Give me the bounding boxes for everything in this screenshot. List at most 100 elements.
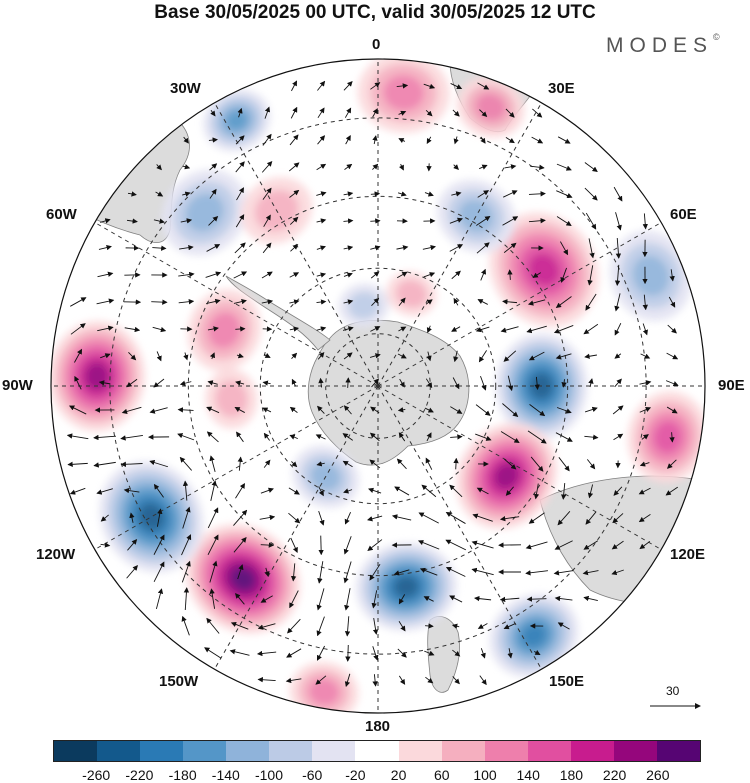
wind-vector (614, 264, 621, 287)
wind-vector (450, 406, 463, 414)
wind-vector (369, 459, 381, 469)
map-boundary (50, 58, 706, 714)
wind-vector (528, 512, 545, 524)
wind-vector (398, 432, 406, 442)
wind-vector (318, 486, 324, 497)
wind-vector (153, 483, 164, 498)
wind-vector (560, 267, 567, 283)
wind-vector (480, 268, 487, 281)
wind-vector (180, 218, 193, 224)
anomaly-contour (653, 421, 682, 454)
wind-vector (425, 457, 433, 470)
lon-label-60e: 60E (670, 206, 697, 223)
wind-vector (343, 191, 354, 197)
wind-vector (182, 506, 191, 529)
anomaly-contour (185, 193, 224, 232)
wind-vector (445, 567, 466, 577)
wind-vector (533, 483, 540, 500)
wind-vector (97, 271, 114, 278)
wind-vector (502, 403, 519, 418)
colorbar-swatch-14 (656, 741, 700, 761)
wind-vector (263, 214, 271, 227)
wind-vector (639, 461, 650, 467)
wind-vector (343, 352, 353, 360)
wind-vector (206, 431, 219, 443)
wind-vector (475, 326, 490, 333)
wind-vector (425, 378, 433, 389)
wind-vector (343, 245, 354, 251)
wind-vector (479, 164, 488, 170)
wind-vector (426, 136, 432, 144)
wind-vector (286, 648, 302, 658)
colorbar-tick: 180 (559, 767, 584, 783)
wind-vector (426, 432, 432, 442)
colorbar-swatch-3 (183, 741, 227, 761)
wind-vector (256, 650, 277, 657)
wind-vector (534, 376, 540, 390)
wind-vector (123, 487, 140, 494)
wind-vector (479, 675, 487, 686)
wind-vector (555, 432, 573, 442)
wind-vector (450, 83, 463, 90)
wind-vector (504, 458, 517, 470)
wind-vector (120, 461, 143, 467)
anomaly-contour (393, 576, 419, 598)
wind-vector (372, 674, 378, 687)
wind-vector (369, 432, 380, 442)
wind-vector (235, 135, 245, 145)
wind-vector (398, 110, 407, 116)
wind-vector (665, 486, 678, 496)
wind-vector (398, 138, 406, 143)
wind-vector (419, 567, 438, 576)
wind-vector (397, 407, 406, 413)
wind-vector (583, 323, 599, 335)
wind-vector (641, 434, 649, 440)
wind-vector (290, 563, 297, 582)
wind-vector (453, 350, 459, 363)
wind-vector (344, 107, 352, 118)
wind-vector (425, 299, 433, 305)
colorbar-swatch-11 (527, 741, 571, 761)
wind-vector (451, 270, 461, 280)
wind-vector (612, 513, 624, 524)
wind-vector (477, 190, 490, 198)
wind-vector (291, 80, 297, 92)
wind-vector (480, 648, 486, 659)
colorbar-tick: 20 (390, 767, 407, 783)
wind-vector (370, 245, 381, 251)
wind-vector (449, 244, 464, 252)
wind-vector (93, 434, 117, 441)
wind-vector (261, 299, 274, 305)
wind-vector (98, 380, 111, 386)
wind-vector (368, 487, 382, 494)
wind-vector (316, 272, 327, 278)
wind-vector (207, 534, 219, 556)
wind-vector (639, 541, 651, 550)
wind-vector (396, 271, 408, 279)
colorbar-swatch-10 (484, 741, 528, 761)
wind-vector (585, 212, 597, 230)
wind-vector (526, 596, 547, 602)
wind-vector (181, 534, 192, 556)
wind-vector (477, 299, 488, 305)
wind-vector (642, 294, 648, 311)
wind-vector (424, 191, 434, 197)
wind-vector (67, 461, 88, 468)
wind-vector (233, 271, 248, 279)
wind-vector (257, 677, 276, 683)
wind-vector (474, 595, 492, 602)
wind-vector (229, 649, 250, 656)
wind-vector (181, 560, 191, 583)
colorbar (53, 740, 701, 762)
wind-vector (423, 83, 436, 89)
wind-vector (317, 80, 326, 91)
wind-vector (317, 561, 324, 584)
wind-vector (502, 216, 519, 226)
wind-vector (207, 507, 219, 529)
wind-vector (532, 272, 541, 278)
wind-vector (557, 511, 571, 526)
wind-vector (343, 561, 352, 584)
wind-vector (372, 646, 379, 661)
wind-vector (342, 326, 354, 332)
